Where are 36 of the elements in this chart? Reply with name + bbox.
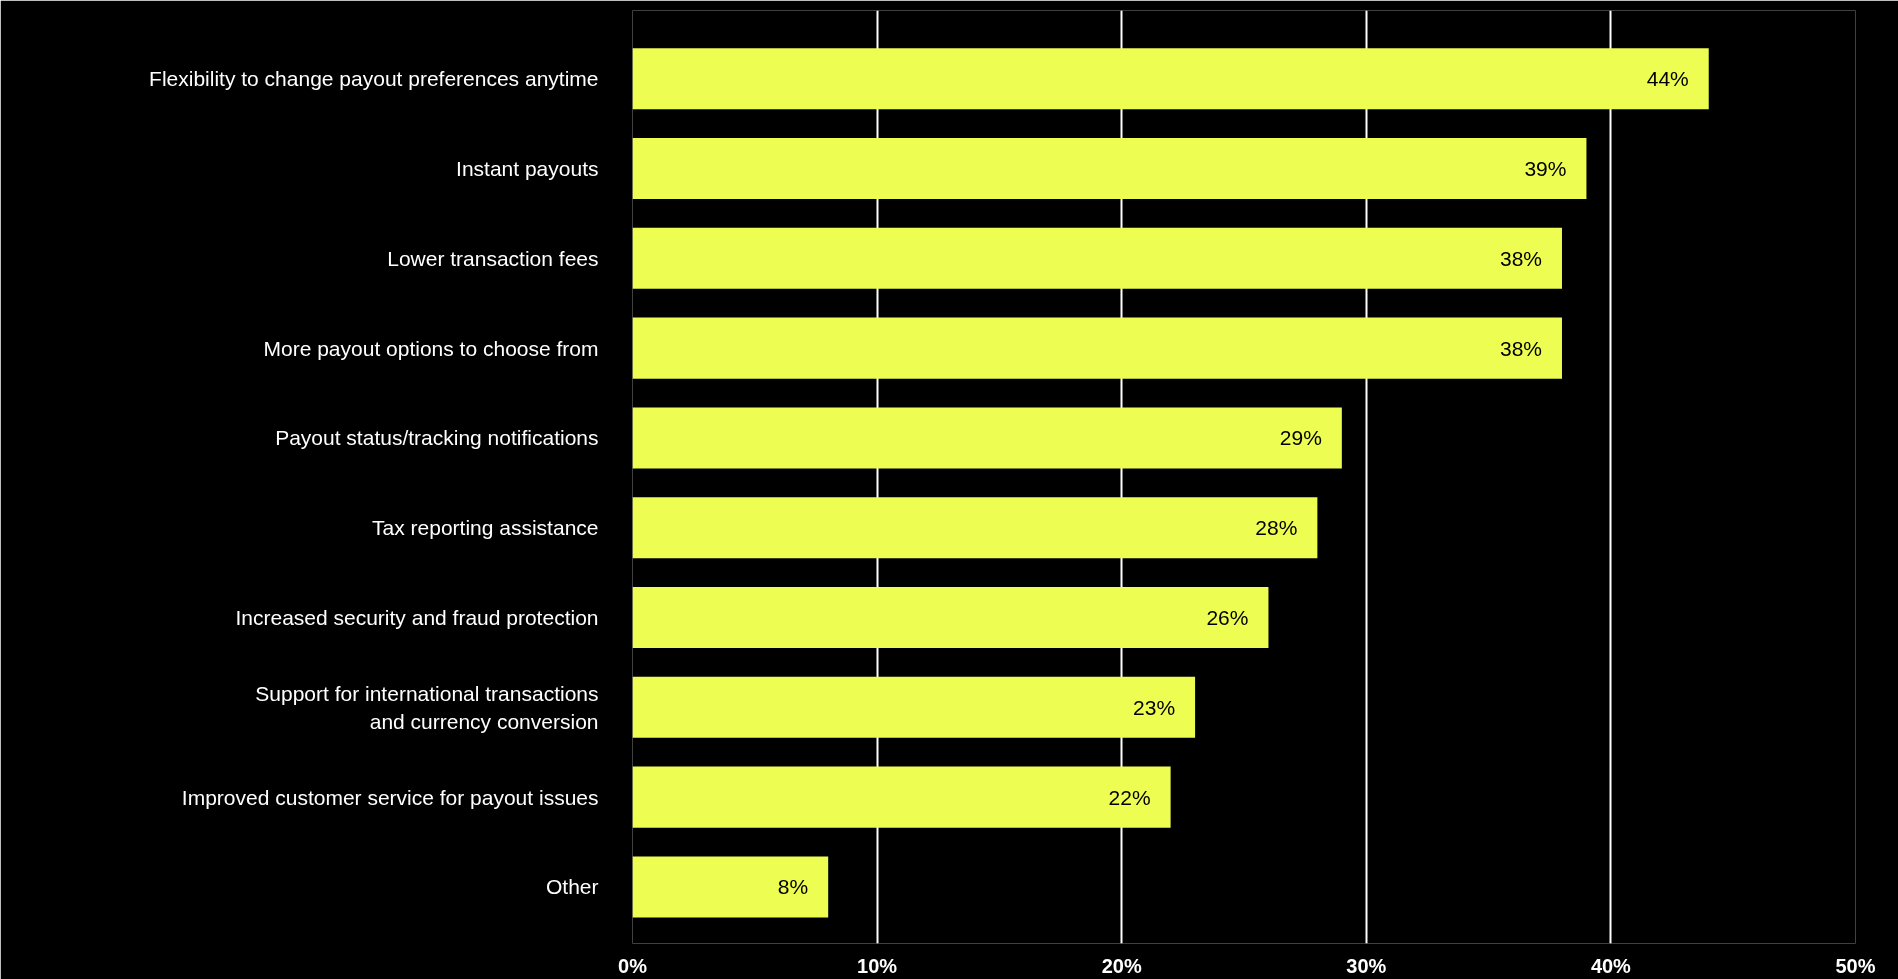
- x-tick-label: 20%: [1101, 954, 1142, 977]
- bar: [632, 766, 1171, 828]
- y-tick-label: Other: [545, 875, 599, 899]
- data-label: 38%: [1499, 336, 1542, 360]
- data-label: 8%: [777, 875, 809, 899]
- y-tick-label: Instant payouts: [456, 157, 599, 181]
- bar: [632, 856, 829, 918]
- x-tick-label: 10%: [857, 954, 898, 977]
- data-label: 23%: [1133, 695, 1176, 719]
- x-tick-label: 50%: [1835, 954, 1876, 977]
- y-tick-label: Lower transaction fees: [387, 246, 599, 270]
- x-tick-label: 40%: [1590, 954, 1632, 977]
- bar: [632, 676, 1196, 738]
- bar: [632, 138, 1587, 200]
- bar: [632, 227, 1562, 289]
- bar: [632, 317, 1562, 379]
- data-label: 26%: [1206, 606, 1249, 630]
- y-tick-label: Tax reporting assistance: [372, 516, 599, 540]
- bar: [632, 48, 1709, 110]
- y-tick-label: Support for international transactions and currency conversion: [255, 682, 599, 733]
- y-tick-label: Payout status/tracking notifications: [275, 426, 599, 450]
- data-label: 29%: [1279, 426, 1322, 450]
- data-label: 44%: [1646, 67, 1689, 91]
- data-label: 39%: [1524, 157, 1567, 181]
- data-label: 38%: [1499, 246, 1542, 270]
- data-label: 22%: [1108, 785, 1151, 809]
- y-tick-label: More payout options to choose from: [263, 336, 599, 360]
- data-label: 28%: [1255, 516, 1298, 540]
- y-tick-label: Flexibility to change payout preferences anytime: [149, 67, 599, 91]
- bar: [632, 497, 1318, 559]
- x-tick-label: 30%: [1346, 954, 1387, 977]
- bar: [632, 587, 1269, 649]
- x-tick-label: 0%: [618, 954, 648, 977]
- y-tick-label: Increased security and fraud protection: [235, 606, 599, 630]
- bar: [632, 407, 1342, 469]
- y-tick-label: Improved customer service for payout issues: [181, 785, 599, 809]
